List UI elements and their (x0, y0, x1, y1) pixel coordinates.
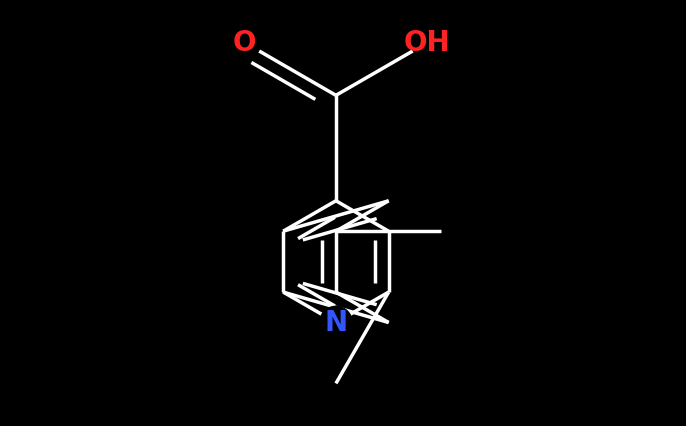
Circle shape (411, 26, 443, 59)
Circle shape (320, 306, 352, 339)
Text: OH: OH (404, 29, 451, 57)
Text: O: O (233, 29, 257, 57)
Circle shape (228, 26, 261, 59)
Text: N: N (324, 308, 348, 337)
